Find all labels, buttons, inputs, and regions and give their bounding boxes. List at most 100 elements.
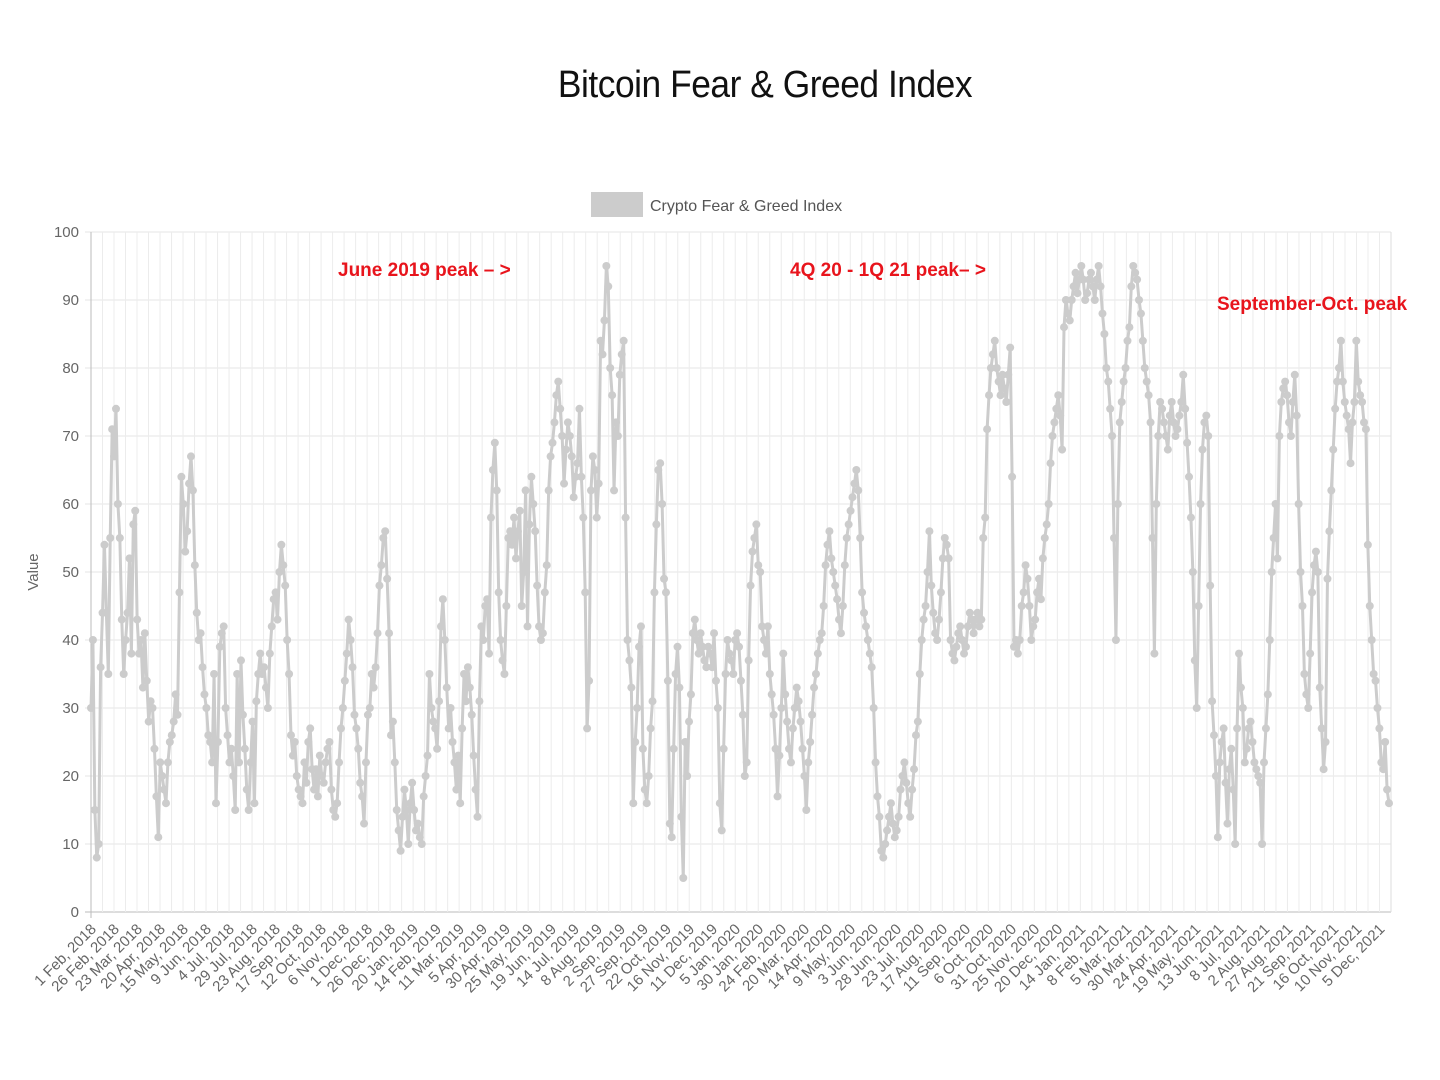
- data-point[interactable]: [354, 744, 363, 753]
- data-point[interactable]: [586, 486, 595, 495]
- data-point[interactable]: [975, 622, 984, 631]
- data-point[interactable]: [713, 704, 722, 712]
- data-point[interactable]: [1213, 833, 1222, 842]
- data-point[interactable]: [777, 704, 786, 712]
- data-point[interactable]: [223, 731, 232, 740]
- data-point[interactable]: [1310, 561, 1318, 570]
- data-point[interactable]: [483, 595, 492, 604]
- data-point[interactable]: [265, 649, 274, 658]
- data-point[interactable]: [481, 602, 490, 610]
- data-point[interactable]: [642, 799, 651, 808]
- data-point[interactable]: [1081, 296, 1090, 304]
- data-point[interactable]: [894, 812, 903, 821]
- data-point[interactable]: [1023, 574, 1032, 583]
- data-point[interactable]: [427, 704, 436, 712]
- data-point[interactable]: [179, 500, 188, 508]
- data-point[interactable]: [631, 738, 640, 746]
- data-point[interactable]: [423, 751, 432, 760]
- data-point[interactable]: [604, 282, 613, 291]
- data-point[interactable]: [146, 697, 155, 706]
- data-point[interactable]: [1196, 500, 1205, 508]
- data-point[interactable]: [1244, 724, 1253, 733]
- data-point[interactable]: [1117, 398, 1126, 406]
- data-point[interactable]: [1246, 717, 1255, 726]
- data-point[interactable]: [388, 717, 397, 726]
- data-point[interactable]: [663, 676, 672, 685]
- data-point[interactable]: [856, 534, 865, 542]
- data-point[interactable]: [1036, 595, 1045, 604]
- data-point[interactable]: [744, 656, 753, 665]
- data-point[interactable]: [588, 452, 597, 461]
- data-point[interactable]: [1000, 384, 1009, 393]
- data-point[interactable]: [527, 472, 536, 481]
- data-point[interactable]: [648, 697, 657, 706]
- data-point[interactable]: [236, 656, 245, 665]
- data-point[interactable]: [1338, 377, 1347, 386]
- data-point[interactable]: [811, 670, 820, 678]
- data-point[interactable]: [817, 629, 826, 638]
- data-point[interactable]: [263, 704, 272, 712]
- data-point[interactable]: [910, 765, 919, 774]
- data-point[interactable]: [1088, 282, 1097, 291]
- data-point[interactable]: [475, 697, 484, 706]
- data-point[interactable]: [877, 846, 886, 855]
- data-point[interactable]: [911, 731, 920, 740]
- data-point[interactable]: [958, 636, 967, 644]
- data-point[interactable]: [1021, 561, 1030, 570]
- data-point[interactable]: [1336, 336, 1345, 345]
- data-point[interactable]: [954, 629, 963, 638]
- data-point[interactable]: [560, 479, 569, 488]
- data-point[interactable]: [1040, 534, 1049, 542]
- data-point[interactable]: [1369, 670, 1378, 678]
- data-point[interactable]: [300, 758, 309, 767]
- data-point[interactable]: [440, 636, 449, 644]
- data-point[interactable]: [154, 833, 163, 842]
- data-point[interactable]: [435, 697, 444, 706]
- data-point[interactable]: [538, 629, 547, 638]
- data-point[interactable]: [827, 554, 836, 563]
- data-point[interactable]: [131, 506, 140, 515]
- data-point[interactable]: [402, 806, 411, 814]
- data-point[interactable]: [429, 717, 438, 726]
- data-point[interactable]: [1238, 704, 1247, 712]
- data-point[interactable]: [683, 772, 692, 780]
- data-point[interactable]: [335, 758, 344, 767]
- data-point[interactable]: [690, 615, 699, 624]
- data-point[interactable]: [750, 534, 759, 542]
- data-point[interactable]: [150, 744, 159, 753]
- data-point[interactable]: [496, 636, 505, 644]
- data-point[interactable]: [273, 615, 282, 624]
- data-point[interactable]: [986, 364, 995, 372]
- data-point[interactable]: [410, 806, 419, 814]
- data-point[interactable]: [813, 649, 822, 658]
- data-point[interactable]: [1163, 445, 1172, 454]
- data-point[interactable]: [211, 799, 220, 808]
- data-point[interactable]: [838, 602, 847, 610]
- data-point[interactable]: [1283, 391, 1292, 400]
- data-point[interactable]: [1233, 724, 1242, 733]
- data-point[interactable]: [1190, 656, 1199, 665]
- data-point[interactable]: [110, 452, 119, 461]
- data-point[interactable]: [965, 608, 974, 617]
- data-point[interactable]: [106, 534, 115, 542]
- data-point[interactable]: [623, 636, 632, 644]
- data-point[interactable]: [1329, 445, 1338, 454]
- data-point[interactable]: [769, 710, 778, 719]
- data-point[interactable]: [175, 588, 184, 597]
- data-point[interactable]: [1231, 840, 1240, 848]
- data-point[interactable]: [188, 486, 197, 495]
- data-point[interactable]: [1361, 425, 1370, 434]
- data-point[interactable]: [1019, 588, 1028, 597]
- data-point[interactable]: [163, 758, 172, 767]
- data-point[interactable]: [688, 629, 697, 638]
- data-point[interactable]: [727, 656, 736, 665]
- data-point[interactable]: [1219, 724, 1228, 733]
- data-point[interactable]: [379, 534, 388, 542]
- data-point[interactable]: [961, 642, 970, 651]
- data-point[interactable]: [1265, 636, 1274, 644]
- data-point[interactable]: [733, 629, 742, 638]
- data-point[interactable]: [117, 615, 126, 624]
- data-point[interactable]: [863, 636, 872, 644]
- data-point[interactable]: [1313, 568, 1322, 576]
- data-point[interactable]: [138, 683, 147, 692]
